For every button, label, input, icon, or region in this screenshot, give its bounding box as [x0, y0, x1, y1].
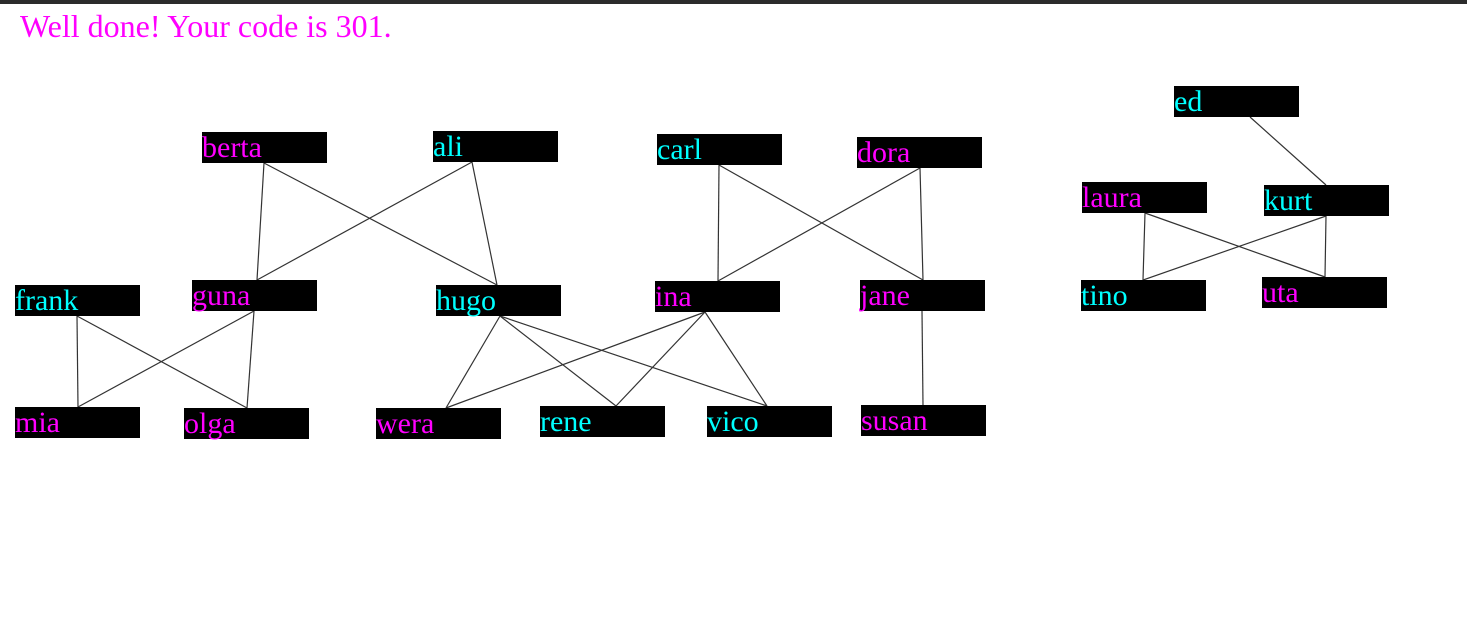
edge-ina-vico: [704, 311, 768, 407]
node-wera: wera: [376, 408, 501, 439]
node-laura: laura: [1082, 182, 1207, 213]
edge-kurt-uta: [1324, 215, 1327, 278]
edge-guna-mia: [77, 310, 255, 408]
edge-ali-hugo: [471, 161, 498, 286]
edge-ina-wera: [445, 311, 706, 409]
edge-dora-ina: [717, 167, 921, 282]
node-tino: tino: [1081, 280, 1206, 311]
edge-ali-guna: [256, 161, 473, 281]
edge-berta-guna: [256, 162, 265, 281]
edge-laura-uta: [1144, 212, 1326, 278]
node-ali: ali: [433, 131, 558, 162]
node-olga: olga: [184, 408, 309, 439]
edge-carl-ina: [717, 164, 720, 282]
node-jane: jane: [860, 280, 985, 311]
edge-guna-olga: [246, 310, 255, 409]
edge-dora-jane: [919, 167, 924, 281]
edge-jane-susan: [921, 310, 924, 406]
node-berta: berta: [202, 132, 327, 163]
edge-ina-rene: [615, 311, 706, 407]
node-ina: ina: [655, 281, 780, 312]
edge-hugo-wera: [445, 315, 501, 409]
edge-hugo-rene: [499, 315, 617, 407]
node-mia: mia: [15, 407, 140, 438]
edge-frank-mia: [76, 315, 79, 408]
node-carl: carl: [657, 134, 782, 165]
edge-laura-tino: [1142, 212, 1146, 281]
node-vico: vico: [707, 406, 832, 437]
node-susan: susan: [861, 405, 986, 436]
node-ed: ed: [1174, 86, 1299, 117]
node-guna: guna: [192, 280, 317, 311]
success-message: Well done! Your code is 301.: [20, 8, 392, 44]
top-border: [0, 0, 1467, 4]
node-hugo: hugo: [436, 285, 561, 316]
node-rene: rene: [540, 406, 665, 437]
node-dora: dora: [857, 137, 982, 168]
node-kurt: kurt: [1264, 185, 1389, 216]
edge-berta-hugo: [263, 162, 498, 286]
edge-hugo-vico: [499, 315, 768, 407]
node-frank: frank: [15, 285, 140, 316]
edge-frank-olga: [76, 315, 248, 409]
edge-carl-jane: [718, 164, 924, 281]
edge-kurt-tino: [1142, 215, 1327, 281]
edge-ed-kurt: [1249, 116, 1327, 186]
node-uta: uta: [1262, 277, 1387, 308]
